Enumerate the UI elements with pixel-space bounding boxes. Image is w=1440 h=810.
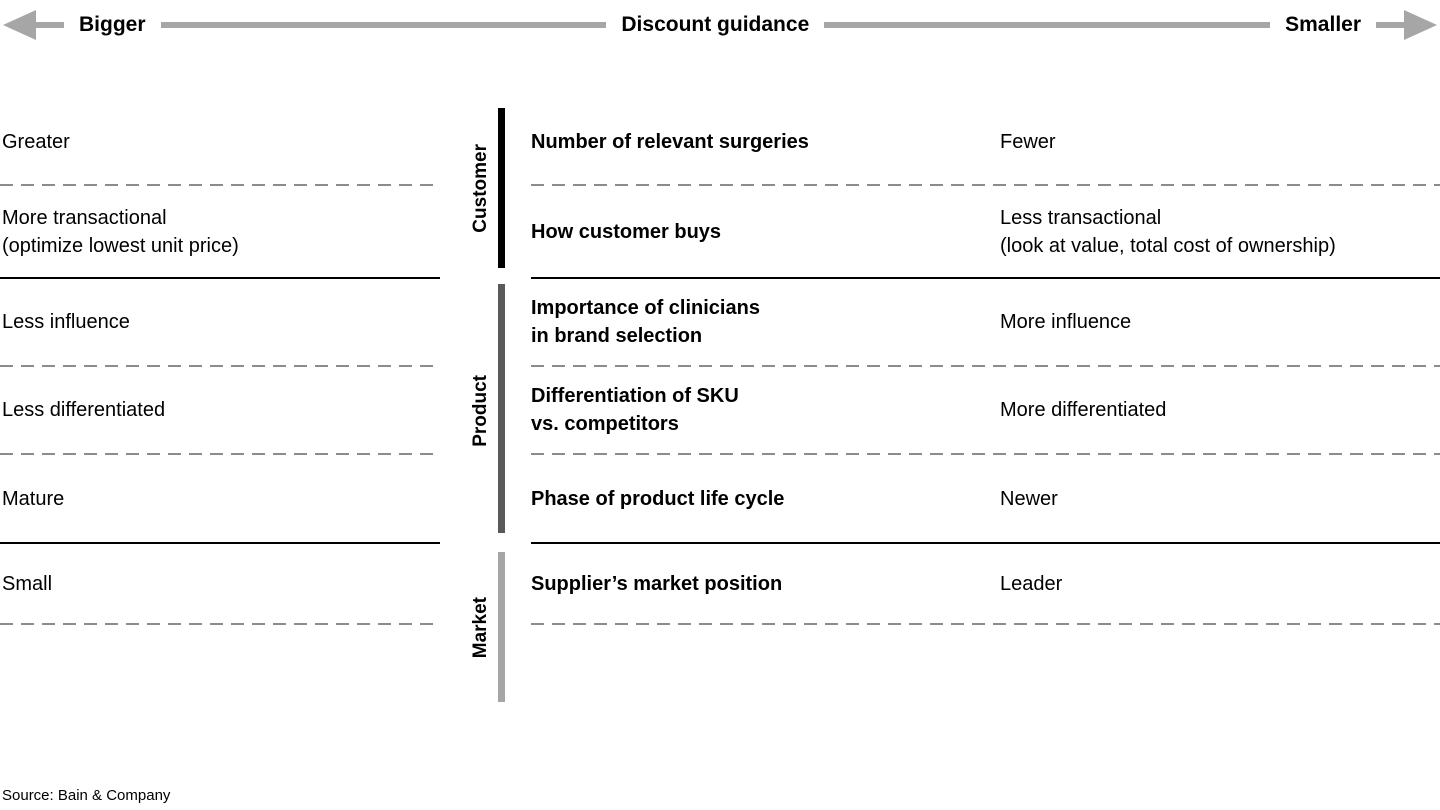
right-value: More influence (1000, 311, 1132, 333)
factor-label: Number of relevant surgeries (531, 131, 809, 153)
spectrum-left-label: Bigger (79, 13, 146, 36)
dashed-divider (531, 623, 1440, 625)
table-row: Supplier’s market position Leader (531, 544, 1440, 623)
table-row: Phase of product life cycle Newer (531, 455, 1440, 542)
category-bar (498, 552, 505, 702)
market-right-column: Supplier’s market position Leader (531, 544, 1440, 712)
left-value: Mature (2, 487, 65, 510)
section-divider (0, 277, 1440, 279)
factor-label: Importance of clinicians in brand select… (531, 297, 760, 347)
factor-label: How customer buys (531, 220, 722, 243)
category-label: Customer (470, 144, 491, 233)
category-label: Market (470, 597, 491, 659)
factor-label: Phase of product life cycle (531, 487, 785, 510)
market-category: Market (440, 544, 531, 712)
left-value: Greater (2, 131, 70, 153)
product-category: Product (440, 279, 531, 542)
table-row: Importance of clinicians in brand select… (531, 279, 1440, 365)
arrow-left-icon (3, 10, 64, 40)
category-label: Product (470, 374, 491, 447)
dashed-divider (531, 184, 1440, 186)
arrow-right-icon (1376, 10, 1438, 40)
product-right-column: Importance of clinicians in brand select… (531, 279, 1440, 542)
product-left-column: Less influence Less differentiated Matur… (0, 279, 440, 542)
left-value: More transactional (optimize lowest unit… (2, 206, 239, 257)
market-left-column: Small (0, 544, 440, 712)
empty-row (0, 625, 440, 712)
left-value: Less influence (2, 311, 130, 333)
empty-row (531, 625, 1440, 712)
section-product: Less influence Less differentiated Matur… (0, 279, 1440, 542)
left-value: Less differentiated (2, 399, 166, 421)
factor-label: Supplier’s market position (531, 572, 783, 595)
spectrum-header: Bigger Discount guidance Smaller (2, 7, 1438, 43)
guidance-table: Greater More transactional (optimize low… (0, 100, 1440, 712)
spectrum-line-right (824, 22, 1271, 28)
right-value: Newer (1000, 487, 1058, 510)
right-value: More differentiated (1000, 399, 1167, 421)
source-note: Source: Bain & Company (2, 787, 171, 804)
dashed-divider (531, 365, 1440, 367)
dashed-divider (0, 623, 440, 625)
customer-left-column: Greater More transactional (optimize low… (0, 100, 440, 277)
table-row: How customer buys Less transactional (lo… (531, 186, 1440, 277)
section-divider (0, 542, 1440, 544)
customer-category: Customer (440, 100, 531, 277)
right-value: Less transactional (look at value, total… (1000, 206, 1336, 257)
dashed-divider (0, 453, 440, 455)
section-market: Small Market Supplier’s market position … (0, 544, 1440, 712)
dashed-divider (0, 365, 440, 367)
left-value: Small (2, 572, 53, 595)
right-value: Leader (1000, 572, 1063, 595)
customer-right-column: Number of relevant surgeries Fewer How c… (531, 100, 1440, 277)
table-row: Differentiation of SKU vs. competitors M… (531, 367, 1440, 453)
dashed-divider (0, 184, 440, 186)
dashed-divider (531, 453, 1440, 455)
table-row: Number of relevant surgeries Fewer (531, 100, 1440, 184)
section-customer: Greater More transactional (optimize low… (0, 100, 1440, 277)
factor-label: Differentiation of SKU vs. competitors (531, 385, 739, 435)
spectrum-title: Discount guidance (621, 13, 810, 36)
category-bar (498, 284, 505, 533)
category-bar (498, 108, 505, 268)
spectrum-line-left (160, 22, 607, 28)
spectrum-right-label: Smaller (1285, 13, 1362, 36)
right-value: Fewer (1000, 131, 1056, 153)
